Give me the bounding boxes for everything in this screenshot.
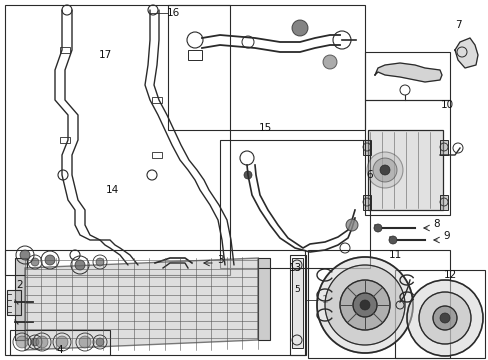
Circle shape: [31, 338, 39, 346]
Circle shape: [45, 255, 55, 265]
Bar: [220, 140, 369, 268]
Text: 12: 12: [443, 270, 456, 280]
Bar: [362, 195, 370, 210]
Bar: [367, 130, 442, 210]
Circle shape: [291, 20, 307, 36]
Bar: [258, 258, 269, 340]
Circle shape: [439, 313, 449, 323]
Text: 5: 5: [293, 285, 299, 294]
Bar: [291, 258, 303, 348]
Bar: [364, 52, 449, 100]
Polygon shape: [454, 38, 477, 68]
Bar: [15, 258, 27, 340]
Text: 15: 15: [258, 123, 271, 133]
Circle shape: [432, 306, 456, 330]
Bar: [362, 140, 370, 155]
Bar: [10, 330, 110, 355]
Bar: [362, 195, 370, 210]
Circle shape: [406, 280, 482, 356]
Polygon shape: [25, 258, 258, 350]
Circle shape: [366, 152, 402, 188]
Bar: [289, 255, 305, 355]
Bar: [60, 137, 70, 143]
Circle shape: [339, 280, 389, 330]
Text: 8: 8: [433, 219, 439, 229]
Bar: [362, 140, 370, 155]
Bar: [5, 5, 229, 275]
Circle shape: [373, 224, 381, 232]
Bar: [152, 152, 162, 158]
Text: 9: 9: [443, 231, 449, 241]
Bar: [439, 140, 447, 155]
Text: 4: 4: [57, 345, 63, 355]
Circle shape: [79, 336, 91, 348]
Bar: [187, 50, 202, 60]
Circle shape: [359, 300, 369, 310]
Bar: [5, 250, 305, 355]
Circle shape: [352, 293, 376, 317]
Circle shape: [418, 292, 470, 344]
Circle shape: [346, 219, 357, 231]
Text: 11: 11: [387, 250, 401, 260]
Circle shape: [75, 260, 85, 270]
Bar: [258, 258, 269, 340]
Text: 16: 16: [166, 8, 179, 18]
Bar: [7, 290, 21, 315]
Bar: [15, 258, 27, 340]
Bar: [439, 140, 447, 155]
Circle shape: [379, 165, 389, 175]
Circle shape: [372, 158, 396, 182]
Circle shape: [325, 265, 404, 345]
Circle shape: [31, 258, 39, 266]
Circle shape: [316, 257, 412, 353]
Text: 1: 1: [321, 295, 327, 305]
Text: 7: 7: [454, 20, 460, 30]
Circle shape: [244, 171, 251, 179]
Circle shape: [16, 336, 28, 348]
Bar: [291, 258, 303, 348]
Circle shape: [323, 55, 336, 69]
Polygon shape: [374, 63, 441, 82]
Text: 10: 10: [440, 100, 453, 110]
Circle shape: [56, 336, 68, 348]
Bar: [7, 290, 21, 315]
Text: 17: 17: [98, 50, 111, 60]
Bar: [367, 130, 442, 210]
Text: 2: 2: [17, 280, 23, 290]
Text: 13: 13: [288, 263, 301, 273]
Text: 6: 6: [366, 170, 372, 180]
Text: 14: 14: [105, 185, 119, 195]
Bar: [364, 100, 449, 215]
Bar: [168, 5, 364, 130]
Circle shape: [388, 236, 396, 244]
Circle shape: [20, 250, 30, 260]
Bar: [394, 270, 484, 358]
Circle shape: [36, 336, 48, 348]
Circle shape: [96, 338, 104, 346]
Bar: [439, 195, 447, 210]
Bar: [60, 47, 70, 53]
Bar: [152, 97, 162, 103]
Text: 3: 3: [216, 255, 223, 265]
Bar: [439, 195, 447, 210]
Circle shape: [96, 258, 104, 266]
